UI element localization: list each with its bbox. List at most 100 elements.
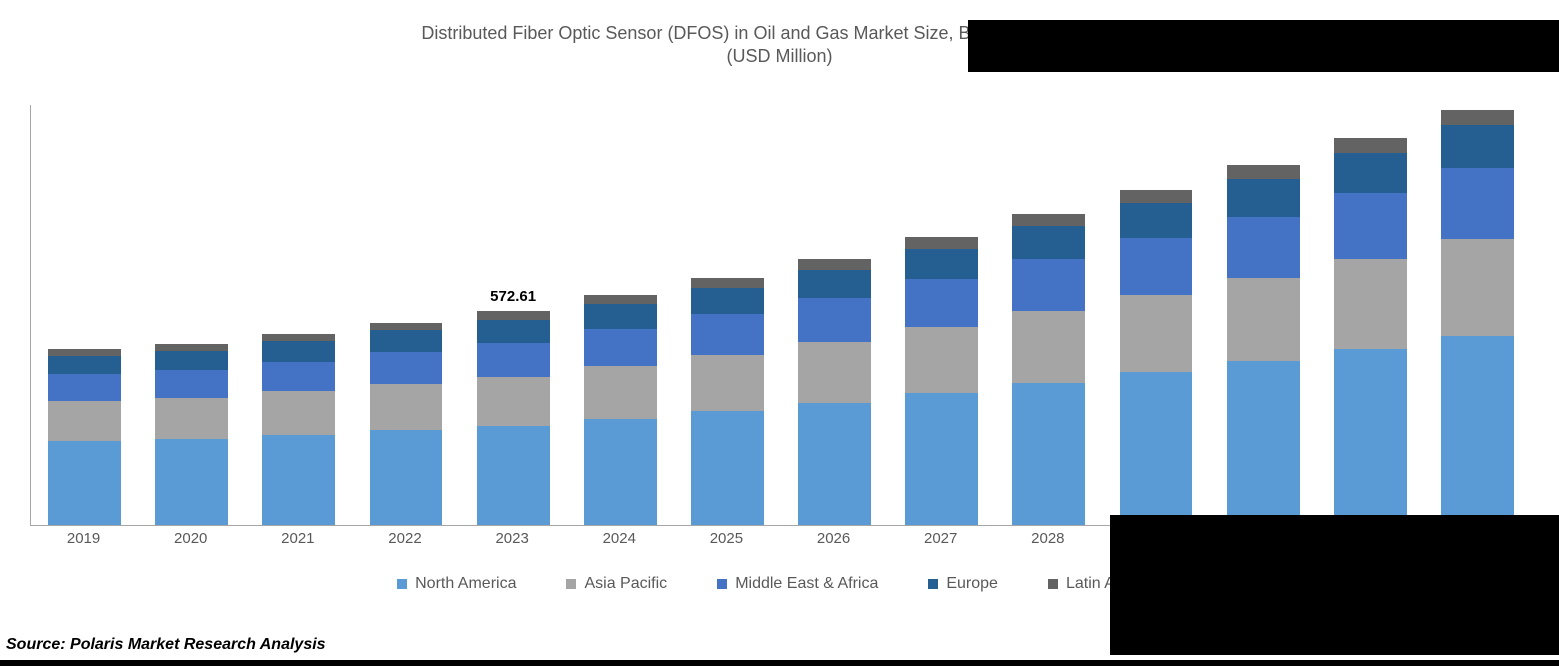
- occlusion-overlay: [968, 20, 1559, 72]
- bar-segment: [691, 355, 764, 412]
- bar-segment: [1012, 259, 1085, 311]
- bar-segment: [1334, 259, 1407, 349]
- bar-segment: [1441, 110, 1514, 125]
- bar-segment: [1334, 193, 1407, 259]
- x-axis-label: 2019: [30, 530, 137, 547]
- legend-label: North America: [415, 575, 516, 593]
- bar-slot: [31, 105, 138, 525]
- legend-item: Europe: [928, 575, 998, 593]
- stacked-bar: [1012, 214, 1085, 525]
- bar-segment: [1334, 138, 1407, 153]
- x-axis-label: 2023: [459, 530, 566, 547]
- x-axis-label: 2025: [673, 530, 780, 547]
- stacked-bar: [905, 237, 978, 525]
- bar-segment: [584, 329, 657, 366]
- bar-segment: [1120, 295, 1193, 373]
- stacked-bar: [691, 278, 764, 525]
- bar-segment: [1334, 153, 1407, 193]
- bar-segment: [584, 419, 657, 525]
- bar-segment: [1441, 336, 1514, 525]
- bar-slot: [995, 105, 1102, 525]
- bottom-rule: [0, 660, 1559, 666]
- plot-area: 572.61: [30, 105, 1531, 526]
- chart-title-line2: (USD Million): [726, 46, 832, 66]
- bar-segment: [1012, 214, 1085, 226]
- bar-segment: [48, 356, 121, 374]
- bar-segment: [798, 342, 871, 403]
- x-axis-label: 2026: [780, 530, 887, 547]
- bar-slot: [1210, 105, 1317, 525]
- bar-segment: [1227, 165, 1300, 179]
- stacked-bar: [1334, 138, 1407, 525]
- bar-segment: [370, 384, 443, 431]
- x-axis-label: 2021: [244, 530, 351, 547]
- bar-segment: [1227, 278, 1300, 361]
- x-axis-label: 2027: [887, 530, 994, 547]
- bar-segment: [370, 352, 443, 384]
- bar-segment: [262, 362, 335, 392]
- source-attribution: Source: Polaris Market Research Analysis: [6, 636, 326, 654]
- bar-slot: [674, 105, 781, 525]
- bar-segment: [477, 343, 550, 377]
- bar-slot: [781, 105, 888, 525]
- bar-segment: [370, 430, 443, 525]
- stacked-bar: [155, 344, 228, 525]
- stacked-bar: [48, 349, 121, 525]
- stacked-bar: [262, 334, 335, 525]
- bar-segment: [1227, 361, 1300, 525]
- bar-segment: [691, 314, 764, 354]
- bar-segment: [1227, 217, 1300, 278]
- bar-slot: [352, 105, 459, 525]
- bar-segment: [1334, 349, 1407, 525]
- bar-segment: [477, 320, 550, 343]
- bar-segment: [691, 278, 764, 288]
- legend-item: Asia Pacific: [566, 575, 667, 593]
- bar-slot: [245, 105, 352, 525]
- bar-segment: [1120, 372, 1193, 525]
- bar-segment: [155, 439, 228, 525]
- bar-segment: [905, 327, 978, 393]
- x-axis-label: 2024: [566, 530, 673, 547]
- bar-slot: [1317, 105, 1424, 525]
- bar-segment: [1441, 125, 1514, 168]
- bar-slot: [138, 105, 245, 525]
- bar-slot: [888, 105, 995, 525]
- bar-segment: [262, 391, 335, 435]
- stacked-bar: [1120, 190, 1193, 525]
- bar-segment: [262, 334, 335, 341]
- bar-segment: [1120, 238, 1193, 295]
- bar-segment: [584, 295, 657, 304]
- bar-segment: [1120, 203, 1193, 238]
- legend-swatch: [566, 579, 576, 589]
- bar-segment: [477, 377, 550, 426]
- legend-swatch: [717, 579, 727, 589]
- bar-segment: [905, 393, 978, 525]
- bar-segment: [370, 323, 443, 331]
- bar-segment: [798, 270, 871, 298]
- bar-segment: [1012, 383, 1085, 525]
- bar-segment: [905, 279, 978, 327]
- bar-segment: [905, 237, 978, 248]
- stacked-bar: [584, 295, 657, 525]
- x-axis-label: 2020: [137, 530, 244, 547]
- stacked-bar: [477, 311, 550, 525]
- bar-segment: [155, 344, 228, 351]
- legend-label: Middle East & Africa: [735, 575, 878, 593]
- bar-segment: [155, 398, 228, 439]
- bar-segment: [1441, 239, 1514, 335]
- bar-segment: [1441, 168, 1514, 239]
- bar-segment: [48, 401, 121, 441]
- bar-segment: [477, 311, 550, 319]
- bar-segment: [1012, 311, 1085, 383]
- bar-segment: [1012, 226, 1085, 259]
- stacked-bar: [370, 323, 443, 525]
- bar-slot: [567, 105, 674, 525]
- x-axis-label: 2022: [351, 530, 458, 547]
- bar-slot: [1102, 105, 1209, 525]
- bar-segment: [262, 341, 335, 361]
- bar-segment: [798, 259, 871, 270]
- stacked-bar: [798, 259, 871, 525]
- bar-segment: [48, 374, 121, 401]
- bar-segment: [155, 351, 228, 370]
- legend-swatch: [397, 579, 407, 589]
